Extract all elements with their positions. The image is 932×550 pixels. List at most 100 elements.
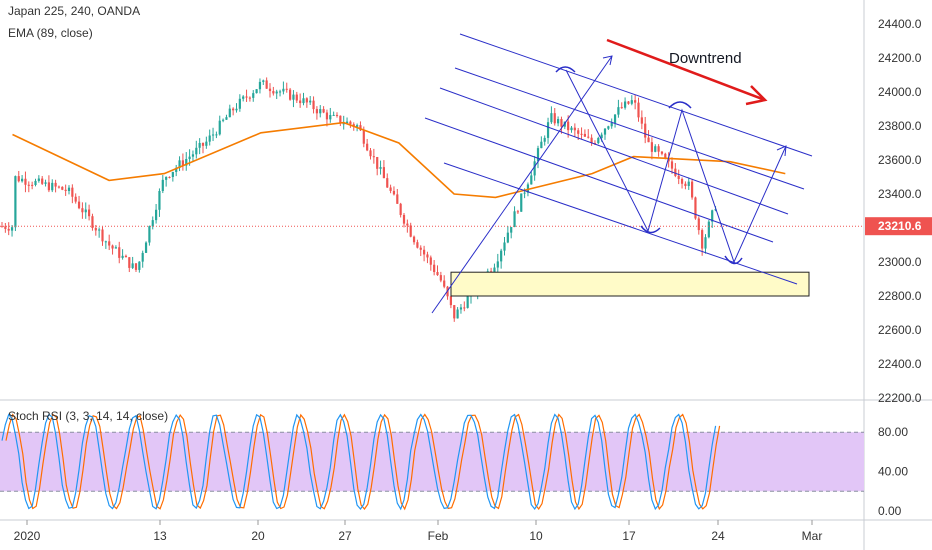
candle-body bbox=[232, 108, 235, 111]
candle-body bbox=[44, 182, 47, 184]
candle-body bbox=[530, 175, 533, 185]
channel-line bbox=[424, 117, 774, 243]
candle-body bbox=[536, 148, 540, 162]
candle-body bbox=[506, 232, 509, 243]
candle-body bbox=[302, 98, 305, 104]
price-tick-label: 24000.0 bbox=[878, 85, 922, 99]
candle-body bbox=[128, 257, 131, 268]
candle-body bbox=[553, 113, 556, 124]
candle-body bbox=[389, 187, 392, 191]
candle-body bbox=[634, 100, 637, 103]
candle-body bbox=[325, 112, 329, 120]
price-tick-label: 23600.0 bbox=[878, 153, 922, 167]
candle-body bbox=[711, 210, 714, 222]
candle-body bbox=[185, 158, 188, 166]
candle-body bbox=[165, 176, 168, 180]
time-tick-label: 2020 bbox=[14, 529, 41, 543]
candle-body bbox=[570, 127, 573, 131]
channel-line bbox=[439, 87, 789, 215]
candle-body bbox=[449, 296, 452, 306]
candle-body bbox=[680, 178, 684, 184]
candle-body bbox=[406, 223, 409, 226]
candle-body bbox=[108, 241, 111, 246]
axes: 24400.0 24200.0 24000.0 23800.0 23600.0 23400… bbox=[14, 17, 932, 543]
candle-body bbox=[285, 88, 288, 90]
price-tick-label: 24200.0 bbox=[878, 51, 922, 65]
current-price-tag-label: 23210.6 bbox=[878, 219, 922, 233]
candle-body bbox=[453, 305, 456, 319]
candle-body bbox=[557, 119, 560, 124]
top-arc bbox=[555, 66, 576, 73]
projected-path-head bbox=[776, 145, 787, 157]
price-tick-label: 22200.0 bbox=[878, 391, 922, 405]
candle-body bbox=[600, 134, 603, 138]
candle-body bbox=[299, 100, 302, 104]
candle-body bbox=[195, 147, 198, 155]
candle-body bbox=[161, 179, 164, 191]
candle-body bbox=[14, 176, 17, 228]
stoch-rsi-legend[interactable]: Stoch RSI (3, 3, 14, 14, close) bbox=[8, 409, 169, 423]
symbol-title[interactable]: Japan 225, 240, OANDA bbox=[8, 4, 141, 18]
candle-body bbox=[27, 184, 30, 186]
candle-body bbox=[543, 137, 546, 142]
candle-body bbox=[443, 280, 446, 287]
candle-body bbox=[24, 178, 27, 185]
candle-body bbox=[463, 307, 466, 309]
candle-body bbox=[252, 93, 255, 98]
candle-body bbox=[211, 134, 215, 136]
candle-body bbox=[272, 91, 275, 94]
bottom-arc bbox=[724, 255, 743, 265]
stoch-k-line bbox=[1, 413, 717, 511]
candle-body bbox=[248, 97, 251, 99]
candle-body bbox=[282, 88, 285, 92]
candle-body bbox=[577, 130, 580, 134]
candle-body bbox=[567, 121, 570, 131]
candle-body bbox=[295, 94, 298, 101]
candle-body bbox=[74, 196, 77, 202]
candle-body bbox=[178, 160, 181, 168]
candle-body bbox=[617, 107, 620, 115]
candle-body bbox=[429, 257, 432, 265]
candle-body bbox=[222, 119, 225, 121]
time-tick-label: 10 bbox=[529, 529, 543, 543]
candle-body bbox=[94, 227, 97, 231]
candle-body bbox=[81, 208, 84, 213]
candle-body bbox=[523, 192, 526, 194]
candle-body bbox=[379, 167, 382, 169]
ema-legend[interactable]: EMA (89, close) bbox=[8, 26, 93, 40]
trend-drawings[interactable] bbox=[424, 33, 813, 314]
candle-body bbox=[613, 114, 617, 123]
candle-body bbox=[597, 137, 600, 144]
candle-body bbox=[141, 252, 144, 262]
candle-body bbox=[345, 121, 349, 124]
candle-body bbox=[292, 94, 295, 100]
current-price-tag bbox=[865, 217, 932, 236]
candle-body bbox=[101, 229, 104, 242]
candle-body bbox=[305, 98, 308, 103]
candle-body bbox=[77, 201, 81, 209]
candle-body bbox=[687, 181, 690, 186]
candle-body bbox=[268, 88, 272, 92]
candle-body bbox=[7, 228, 10, 231]
price-tick-label: 22800.0 bbox=[878, 289, 922, 303]
candle-body bbox=[181, 160, 184, 166]
candle-body bbox=[439, 275, 442, 281]
candle-body bbox=[466, 296, 469, 308]
stoch-rsi-series bbox=[1, 413, 721, 511]
candle-body bbox=[171, 171, 174, 177]
candle-body bbox=[714, 209, 717, 211]
candle-body bbox=[309, 100, 312, 103]
candle-body bbox=[580, 133, 583, 135]
candle-body bbox=[31, 184, 34, 186]
candle-body bbox=[218, 120, 221, 135]
candle-body bbox=[399, 203, 402, 215]
candle-body bbox=[684, 183, 687, 186]
candle-body bbox=[372, 156, 375, 158]
candle-body bbox=[205, 141, 208, 146]
candle-body bbox=[637, 102, 640, 118]
candle-body bbox=[168, 176, 171, 178]
candle-body bbox=[144, 242, 148, 253]
candle-body bbox=[319, 109, 322, 114]
candle-body bbox=[225, 117, 228, 120]
